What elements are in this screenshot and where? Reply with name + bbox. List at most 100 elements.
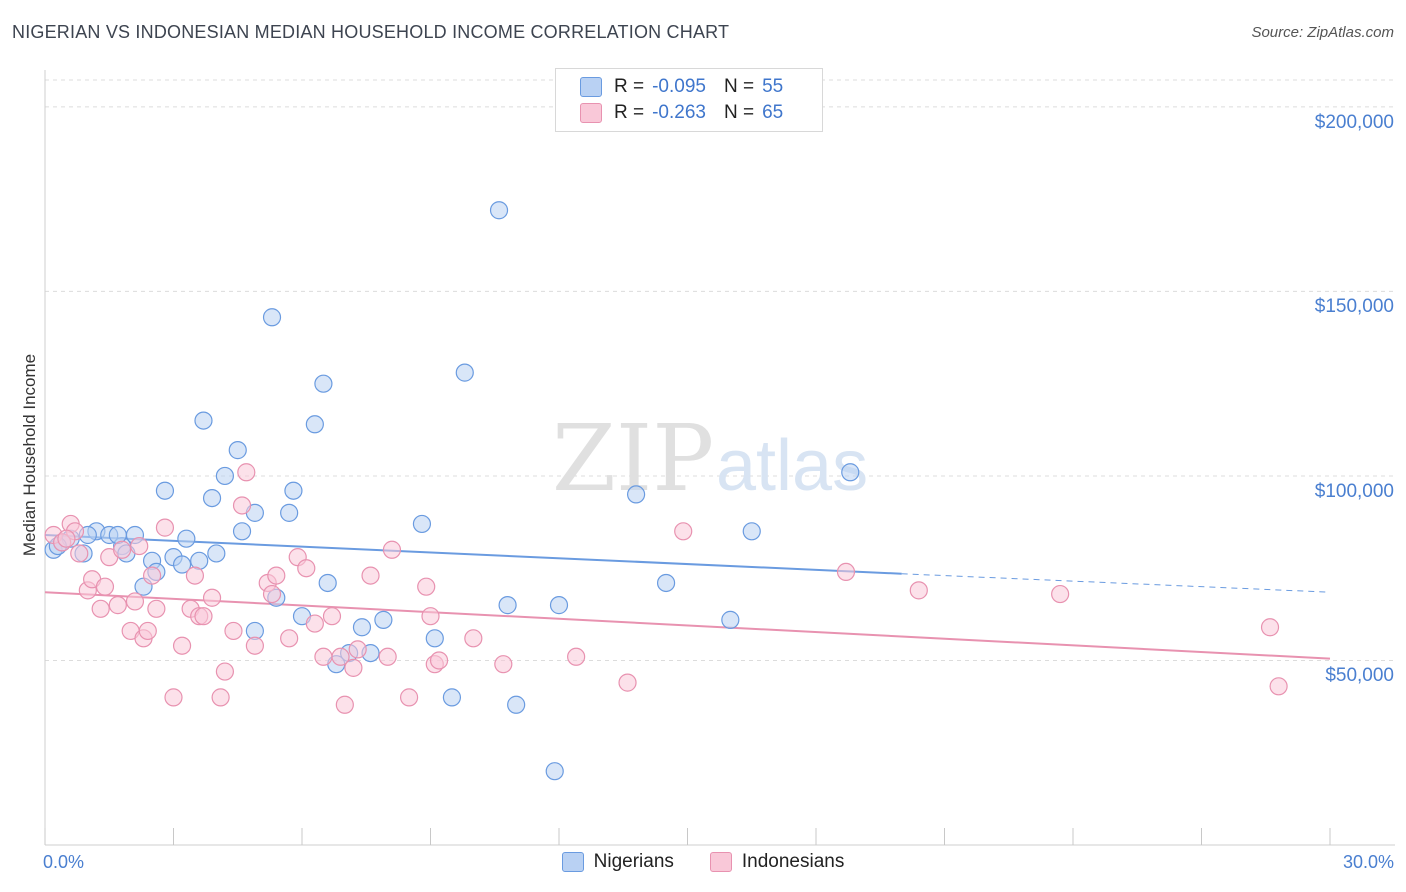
- data-point: [1269, 677, 1288, 696]
- data-point: [721, 610, 740, 629]
- r-label: R =: [614, 76, 645, 97]
- data-point: [378, 647, 397, 666]
- data-point: [374, 610, 393, 629]
- data-point: [228, 441, 247, 460]
- data-point: [215, 662, 234, 681]
- data-point: [57, 529, 76, 548]
- data-point: [147, 599, 166, 618]
- legend-item-nigerians: Nigerians: [561, 851, 674, 873]
- watermark: ZIP atlas: [552, 405, 868, 512]
- data-point: [425, 629, 444, 648]
- data-point: [138, 621, 157, 641]
- y-tick-label: $200,000: [1314, 111, 1394, 133]
- trend-lines: [44, 534, 1331, 660]
- data-point: [155, 481, 175, 500]
- r-value: -0.263: [652, 102, 706, 123]
- data-point: [262, 308, 282, 327]
- data-point: [142, 566, 162, 585]
- data-point: [322, 607, 342, 626]
- data-point: [164, 688, 183, 707]
- data-point: [742, 522, 761, 541]
- data-point: [314, 647, 333, 666]
- legend-swatch-pink: [580, 103, 602, 123]
- y-tick-label: $150,000: [1314, 296, 1394, 318]
- n-label: N =: [723, 76, 755, 97]
- data-point: [674, 522, 693, 541]
- axes: [44, 70, 1395, 846]
- legend-item-indonesians: Indonesians: [709, 851, 845, 873]
- data-point: [314, 374, 333, 393]
- legend-label-indonesians: Indonesians: [741, 851, 845, 872]
- data-point: [237, 463, 256, 482]
- data-point: [618, 673, 637, 692]
- legend-swatch-nigerians: [561, 852, 584, 872]
- data-point: [262, 584, 282, 604]
- data-point: [656, 573, 676, 593]
- data-point: [95, 577, 115, 596]
- data-point: [567, 647, 586, 666]
- data-point: [318, 573, 337, 593]
- data-point: [464, 629, 483, 648]
- n-label: N =: [723, 102, 755, 123]
- data-point: [1051, 584, 1070, 604]
- data-point: [232, 496, 252, 515]
- data-point: [185, 566, 205, 585]
- data-point: [909, 581, 928, 600]
- data-point: [70, 544, 89, 563]
- data-point: [215, 466, 234, 486]
- data-point: [352, 618, 372, 637]
- y-tick-label: $50,000: [1325, 665, 1394, 687]
- data-point: [130, 536, 149, 556]
- data-point: [305, 614, 324, 633]
- data-point: [626, 485, 646, 504]
- data-point: [108, 596, 127, 615]
- data-point: [348, 640, 367, 659]
- data-point: [361, 566, 380, 585]
- data-point: [841, 463, 860, 482]
- data-point: [455, 363, 474, 382]
- r-label: R =: [614, 102, 645, 123]
- data-point: [267, 566, 286, 585]
- data-point: [177, 529, 196, 548]
- data-point: [344, 658, 363, 677]
- x-tick-min: 0.0%: [43, 852, 85, 872]
- data-point: [335, 695, 354, 714]
- data-point: [172, 555, 192, 574]
- series-indonesians: [44, 463, 1288, 714]
- n-value: 65: [762, 102, 784, 123]
- data-point: [545, 762, 564, 781]
- data-point: [442, 688, 462, 707]
- data-point: [331, 647, 350, 666]
- data-point: [305, 415, 324, 434]
- data-point: [112, 540, 132, 559]
- source-credit: Source: ZipAtlas.com: [1251, 24, 1394, 41]
- data-point: [280, 503, 299, 522]
- chart-title: NIGERIAN VS INDONESIAN MEDIAN HOUSEHOLD …: [12, 22, 730, 42]
- data-point: [549, 596, 569, 615]
- y-tick-label: $100,000: [1314, 480, 1394, 502]
- data-point: [194, 411, 213, 430]
- data-point: [125, 592, 145, 611]
- legend-swatch-indonesians: [709, 852, 732, 872]
- data-point: [284, 481, 303, 500]
- data-point: [836, 562, 856, 582]
- data-point: [207, 544, 226, 563]
- data-point: [202, 588, 222, 607]
- data-point: [155, 518, 175, 537]
- correlation-legend: R = -0.095 N = 55 R = -0.263 N = 65: [555, 68, 823, 132]
- data-point: [494, 655, 513, 674]
- trend-line-extension: [901, 573, 1331, 593]
- data-point: [172, 636, 192, 655]
- trend-line: [44, 591, 1331, 660]
- data-point: [224, 621, 243, 641]
- data-point: [194, 607, 213, 626]
- data-point: [202, 488, 222, 508]
- data-point: [382, 540, 402, 559]
- data-point: [280, 629, 299, 648]
- data-point: [417, 577, 436, 596]
- x-tick-max: 30.0%: [1342, 852, 1394, 872]
- data-point: [412, 514, 432, 534]
- data-point: [399, 688, 419, 707]
- grid-lines: [45, 79, 1395, 661]
